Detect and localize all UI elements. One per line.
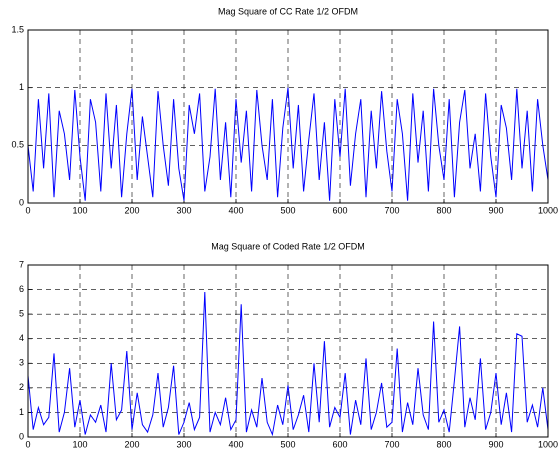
y-tick-label: 4: [19, 333, 24, 343]
y-tick-label: 0.5: [11, 140, 24, 150]
y-tick-label: 1: [19, 407, 24, 417]
data-line: [27, 292, 549, 437]
y-tick-label: 1: [19, 82, 24, 92]
x-tick-label: 100: [72, 205, 87, 215]
x-tick-label: 0: [25, 205, 30, 215]
x-tick-label: 200: [124, 205, 139, 215]
y-tick-label: 2: [19, 382, 24, 392]
y-tick-label: 0: [19, 197, 24, 207]
x-tick-label: 500: [280, 439, 295, 449]
x-tick-label: 100: [72, 439, 87, 449]
x-tick-label: 700: [384, 439, 399, 449]
x-tick-label: 0: [25, 439, 30, 449]
x-tick-label: 900: [488, 439, 503, 449]
axes-frame: [27, 29, 549, 204]
data-line: [27, 87, 549, 201]
x-tick-label: 800: [436, 439, 451, 449]
chart-title: Mag Square of Coded Rate 1/2 OFDM: [211, 241, 365, 251]
x-tick-label: 200: [124, 439, 139, 449]
x-tick-label: 600: [332, 205, 347, 215]
x-tick-label: 700: [384, 205, 399, 215]
x-tick-label: 400: [228, 439, 243, 449]
x-tick-label: 300: [176, 439, 191, 449]
x-tick-label: 300: [176, 205, 191, 215]
axes-frame: [27, 264, 549, 438]
y-tick-label: 7: [19, 259, 24, 269]
chart-title: Mag Square of CC Rate 1/2 OFDM: [218, 6, 358, 16]
y-tick-label: 0: [19, 431, 24, 441]
y-tick-label: 3: [19, 358, 24, 368]
x-tick-label: 1000: [538, 439, 558, 449]
x-tick-label: 1000: [538, 205, 558, 215]
x-tick-label: 800: [436, 205, 451, 215]
x-tick-label: 600: [332, 439, 347, 449]
x-tick-label: 900: [488, 205, 503, 215]
x-tick-label: 500: [280, 205, 295, 215]
x-tick-label: 400: [228, 205, 243, 215]
y-tick-label: 1.5: [11, 24, 24, 34]
y-tick-label: 5: [19, 309, 24, 319]
y-tick-label: 6: [19, 284, 24, 294]
